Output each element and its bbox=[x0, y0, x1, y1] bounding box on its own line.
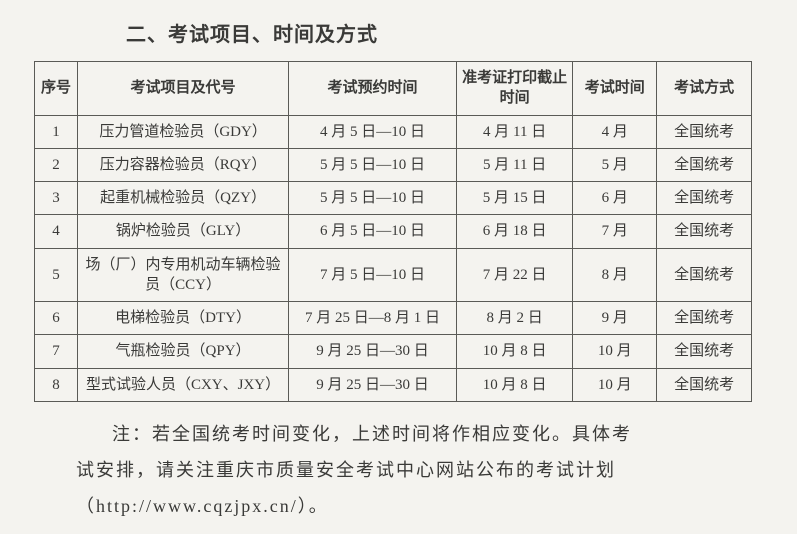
cell-mode: 全国统考 bbox=[657, 248, 752, 302]
cell-idx: 1 bbox=[35, 115, 78, 148]
cell-item: 型式试验人员（CXY、JXY） bbox=[78, 368, 289, 401]
cell-mode: 全国统考 bbox=[657, 368, 752, 401]
cell-examTime: 4 月 bbox=[573, 115, 657, 148]
th-item: 考试项目及代号 bbox=[78, 62, 289, 116]
cell-mode: 全国统考 bbox=[657, 215, 752, 248]
cell-idx: 6 bbox=[35, 302, 78, 335]
cell-booking: 9 月 25 日—30 日 bbox=[289, 335, 457, 368]
cell-idx: 5 bbox=[35, 248, 78, 302]
cell-item: 压力容器检验员（RQY） bbox=[78, 148, 289, 181]
cell-item: 电梯检验员（DTY） bbox=[78, 302, 289, 335]
table-header-row: 序号 考试项目及代号 考试预约时间 准考证打印截止时间 考试时间 考试方式 bbox=[35, 62, 752, 116]
cell-idx: 7 bbox=[35, 335, 78, 368]
table-row: 7气瓶检验员（QPY）9 月 25 日—30 日10 月 8 日10 月全国统考 bbox=[35, 335, 752, 368]
cell-printDeadline: 4 月 11 日 bbox=[457, 115, 573, 148]
cell-booking: 9 月 25 日—30 日 bbox=[289, 368, 457, 401]
cell-mode: 全国统考 bbox=[657, 115, 752, 148]
th-mode: 考试方式 bbox=[657, 62, 752, 116]
cell-printDeadline: 5 月 11 日 bbox=[457, 148, 573, 181]
cell-mode: 全国统考 bbox=[657, 302, 752, 335]
note-line3: （http://www.cqzjpx.cn/）。 bbox=[76, 496, 329, 516]
cell-booking: 5 月 5 日—10 日 bbox=[289, 182, 457, 215]
cell-mode: 全国统考 bbox=[657, 335, 752, 368]
cell-idx: 8 bbox=[35, 368, 78, 401]
table-row: 3起重机械检验员（QZY）5 月 5 日—10 日5 月 15 日6 月全国统考 bbox=[35, 182, 752, 215]
cell-item: 锅炉检验员（GLY） bbox=[78, 215, 289, 248]
cell-printDeadline: 10 月 8 日 bbox=[457, 335, 573, 368]
cell-examTime: 10 月 bbox=[573, 335, 657, 368]
cell-printDeadline: 5 月 15 日 bbox=[457, 182, 573, 215]
cell-examTime: 9 月 bbox=[573, 302, 657, 335]
cell-item: 起重机械检验员（QZY） bbox=[78, 182, 289, 215]
table-row: 1压力管道检验员（GDY）4 月 5 日—10 日4 月 11 日4 月全国统考 bbox=[35, 115, 752, 148]
table-row: 8型式试验人员（CXY、JXY）9 月 25 日—30 日10 月 8 日10 … bbox=[35, 368, 752, 401]
cell-booking: 4 月 5 日—10 日 bbox=[289, 115, 457, 148]
cell-printDeadline: 6 月 18 日 bbox=[457, 215, 573, 248]
th-booking: 考试预约时间 bbox=[289, 62, 457, 116]
section-title: 二、考试项目、时间及方式 bbox=[126, 18, 769, 47]
cell-printDeadline: 7 月 22 日 bbox=[457, 248, 573, 302]
cell-item: 场（厂）内专用机动车辆检验员（CCY） bbox=[78, 248, 289, 302]
cell-examTime: 10 月 bbox=[573, 368, 657, 401]
th-idx: 序号 bbox=[35, 62, 78, 116]
cell-mode: 全国统考 bbox=[657, 182, 752, 215]
cell-idx: 3 bbox=[35, 182, 78, 215]
th-print: 准考证打印截止时间 bbox=[457, 62, 573, 116]
cell-item: 压力管道检验员（GDY） bbox=[78, 115, 289, 148]
note-line2: 试安排，请关注重庆市质量安全考试中心网站公布的考试计划 bbox=[76, 460, 616, 480]
cell-examTime: 8 月 bbox=[573, 248, 657, 302]
cell-idx: 2 bbox=[35, 148, 78, 181]
table-row: 4锅炉检验员（GLY）6 月 5 日—10 日6 月 18 日7 月全国统考 bbox=[35, 215, 752, 248]
cell-booking: 6 月 5 日—10 日 bbox=[289, 215, 457, 248]
exam-table: 序号 考试项目及代号 考试预约时间 准考证打印截止时间 考试时间 考试方式 1压… bbox=[34, 61, 752, 402]
cell-idx: 4 bbox=[35, 215, 78, 248]
table-row: 5场（厂）内专用机动车辆检验员（CCY）7 月 5 日—10 日7 月 22 日… bbox=[35, 248, 752, 302]
table-row: 2压力容器检验员（RQY）5 月 5 日—10 日5 月 11 日5 月全国统考 bbox=[35, 148, 752, 181]
cell-booking: 7 月 5 日—10 日 bbox=[289, 248, 457, 302]
cell-printDeadline: 10 月 8 日 bbox=[457, 368, 573, 401]
table-row: 6电梯检验员（DTY）7 月 25 日—8 月 1 日8 月 2 日9 月全国统… bbox=[35, 302, 752, 335]
cell-examTime: 5 月 bbox=[573, 148, 657, 181]
th-exam: 考试时间 bbox=[573, 62, 657, 116]
table-body: 1压力管道检验员（GDY）4 月 5 日—10 日4 月 11 日4 月全国统考… bbox=[35, 115, 752, 401]
cell-booking: 7 月 25 日—8 月 1 日 bbox=[289, 302, 457, 335]
cell-examTime: 6 月 bbox=[573, 182, 657, 215]
cell-printDeadline: 8 月 2 日 bbox=[457, 302, 573, 335]
footnote: 注：若全国统考时间变化，上述时间将作相应变化。具体考 试安排，请关注重庆市质量安… bbox=[76, 416, 729, 524]
cell-mode: 全国统考 bbox=[657, 148, 752, 181]
note-line1: 注：若全国统考时间变化，上述时间将作相应变化。具体考 bbox=[112, 424, 632, 444]
cell-booking: 5 月 5 日—10 日 bbox=[289, 148, 457, 181]
cell-item: 气瓶检验员（QPY） bbox=[78, 335, 289, 368]
cell-examTime: 7 月 bbox=[573, 215, 657, 248]
